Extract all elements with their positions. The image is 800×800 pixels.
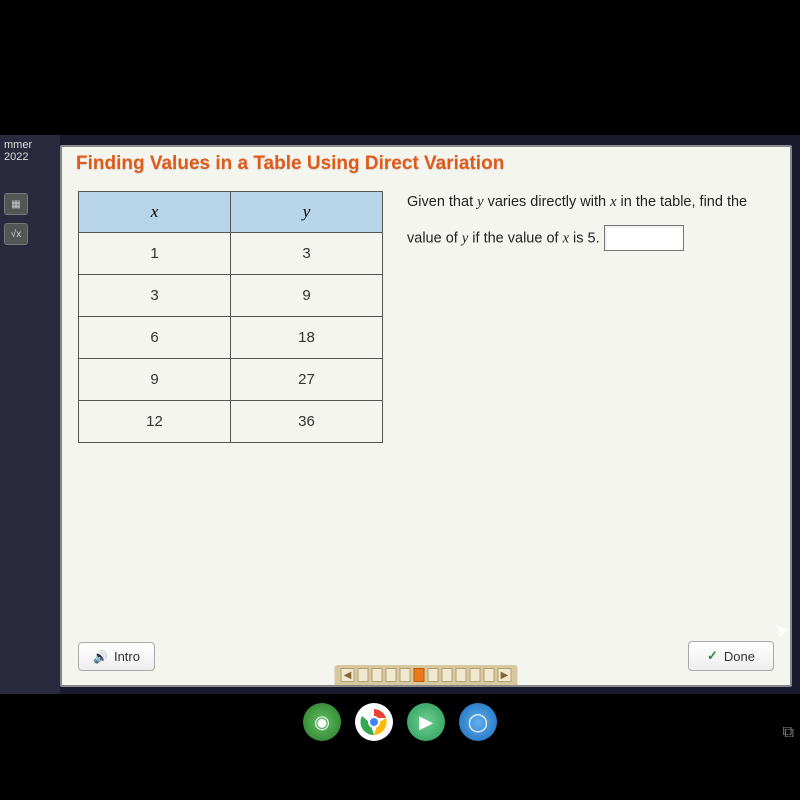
table-row: 618	[79, 317, 383, 359]
progress-step[interactable]	[456, 668, 467, 682]
main-content: x y 13 39 618 927 1236 Given that y vari…	[62, 183, 790, 451]
done-label: Done	[724, 649, 755, 664]
intro-button[interactable]: Intro	[78, 642, 155, 671]
chrome-icon[interactable]	[355, 703, 393, 741]
lesson-panel: Finding Values in a Table Using Direct V…	[60, 145, 792, 687]
progress-step[interactable]	[358, 668, 369, 682]
done-button[interactable]: ✓ Done	[688, 641, 774, 671]
next-arrow-icon[interactable]: ▶	[498, 668, 512, 682]
progress-step[interactable]	[442, 668, 453, 682]
table-header-y: y	[231, 192, 383, 233]
table-header-x: x	[79, 192, 231, 233]
tool-icons: ▦ √x	[4, 193, 56, 245]
app-icon[interactable]: ◉	[303, 703, 341, 741]
intro-label: Intro	[114, 649, 140, 664]
copy-icon[interactable]: ⧉	[783, 724, 794, 742]
progress-step-active[interactable]	[414, 668, 425, 682]
left-sidebar: mmer 2022 ▦ √x	[0, 135, 60, 695]
progress-step[interactable]	[372, 668, 383, 682]
table-row: 927	[79, 359, 383, 401]
semester-label: mmer 2022	[4, 139, 32, 163]
progress-step[interactable]	[428, 668, 439, 682]
progress-step[interactable]	[400, 668, 411, 682]
calculator-icon[interactable]: ▦	[4, 193, 28, 215]
formula-icon[interactable]: √x	[4, 223, 28, 245]
progress-step[interactable]	[386, 668, 397, 682]
lesson-title: Finding Values in a Table Using Direct V…	[62, 147, 790, 183]
camera-icon[interactable]: ◯	[459, 703, 497, 741]
speaker-icon	[93, 649, 108, 664]
play-store-icon[interactable]: ▶	[407, 703, 445, 741]
prev-arrow-icon[interactable]: ◀	[341, 668, 355, 682]
question-text: Given that y varies directly with x in t…	[407, 191, 774, 443]
progress-step[interactable]	[470, 668, 481, 682]
table-row: 1236	[79, 401, 383, 443]
check-icon: ✓	[707, 648, 718, 664]
answer-input[interactable]	[604, 225, 684, 251]
taskbar: ◉ ▶ ◯	[0, 694, 800, 750]
table-row: 39	[79, 275, 383, 317]
progress-bar: ◀ ▶	[335, 665, 518, 685]
data-table: x y 13 39 618 927 1236	[78, 191, 383, 443]
progress-step[interactable]	[484, 668, 495, 682]
table-row: 13	[79, 233, 383, 275]
desktop-area: mmer 2022 ▦ √x Finding Values in a Table…	[0, 135, 800, 695]
